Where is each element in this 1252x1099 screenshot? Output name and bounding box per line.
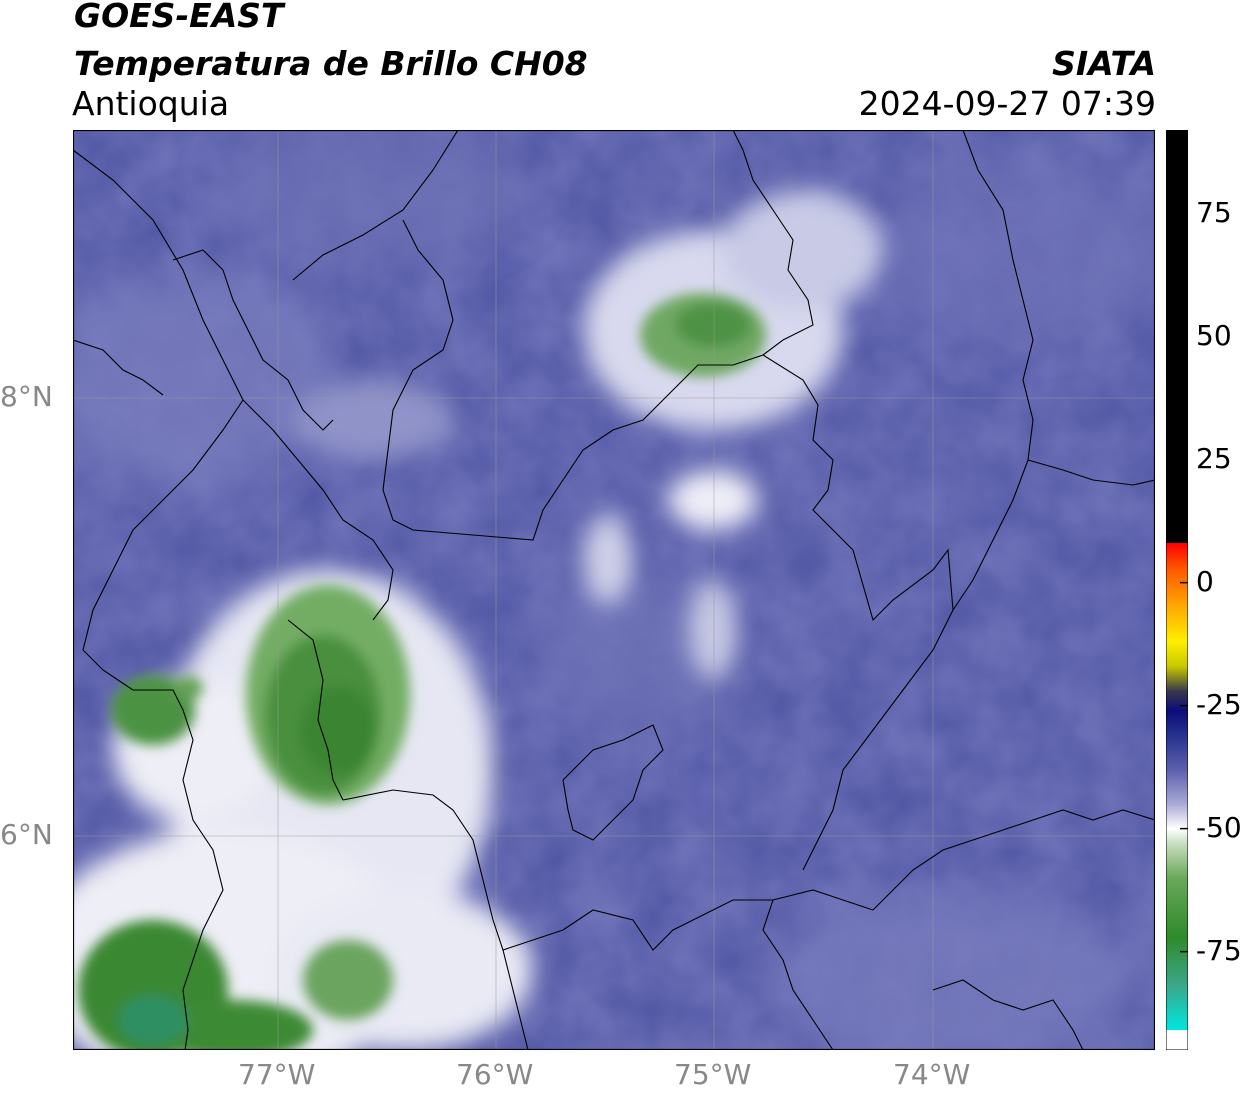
colorbar-tick-label: -75 bbox=[1196, 933, 1242, 967]
colorbar-tick-label: 50 bbox=[1196, 318, 1232, 352]
antioquia-border bbox=[382, 130, 814, 541]
colorbar-tick-label: -50 bbox=[1196, 810, 1242, 844]
coastline bbox=[73, 149, 244, 1050]
map-canvas bbox=[73, 130, 1155, 1050]
dept-border-4 bbox=[1027, 459, 1155, 486]
panama-border bbox=[172, 249, 334, 431]
colorbar-tick-label: 25 bbox=[1196, 441, 1232, 475]
colorbar-tick-label: -25 bbox=[1196, 687, 1242, 721]
product-title: Temperatura de Brillo CH08 bbox=[74, 44, 588, 83]
boundaries bbox=[73, 130, 1155, 1050]
organization-label: SIATA bbox=[1052, 44, 1156, 83]
cold-cloud-tops bbox=[78, 293, 766, 1050]
lon-label: 76°W bbox=[456, 1058, 534, 1091]
lat-label: 8°N bbox=[0, 380, 53, 413]
choco-border bbox=[287, 619, 344, 801]
caldas-border bbox=[502, 949, 529, 1050]
colorbar-gradient bbox=[1166, 130, 1188, 1050]
colorbar-tick-label: 75 bbox=[1196, 195, 1232, 229]
coastline-gulf bbox=[242, 399, 394, 621]
lon-label: 77°W bbox=[238, 1058, 316, 1091]
graticule bbox=[73, 130, 1155, 1050]
panama-coast-2 bbox=[73, 339, 164, 396]
lon-label: 75°W bbox=[674, 1058, 752, 1091]
colorbar bbox=[1166, 130, 1188, 1050]
map-frame bbox=[73, 130, 1155, 1050]
colorbar-tick-label: 0 bbox=[1196, 564, 1214, 598]
lon-label: 74°W bbox=[893, 1058, 971, 1091]
satellite-map[interactable] bbox=[73, 130, 1155, 1050]
cloud-halos bbox=[73, 190, 883, 1050]
dept-border-5 bbox=[932, 979, 1084, 1050]
satellite-title: GOES-EAST bbox=[74, 0, 284, 35]
lat-label: 6°N bbox=[0, 818, 53, 851]
dept-border-3 bbox=[952, 130, 1034, 611]
antioquia-border-east bbox=[762, 354, 954, 871]
timestamp-label: 2024-09-27 07:39 bbox=[858, 84, 1156, 123]
municipality-cluster bbox=[562, 724, 664, 841]
dept-border-2 bbox=[872, 809, 1155, 911]
dept-border-1 bbox=[762, 899, 834, 1050]
antioquia-border-south bbox=[342, 789, 874, 951]
coast-north bbox=[292, 130, 459, 281]
region-label: Antioquia bbox=[72, 84, 230, 123]
light-patches bbox=[73, 130, 1155, 1050]
